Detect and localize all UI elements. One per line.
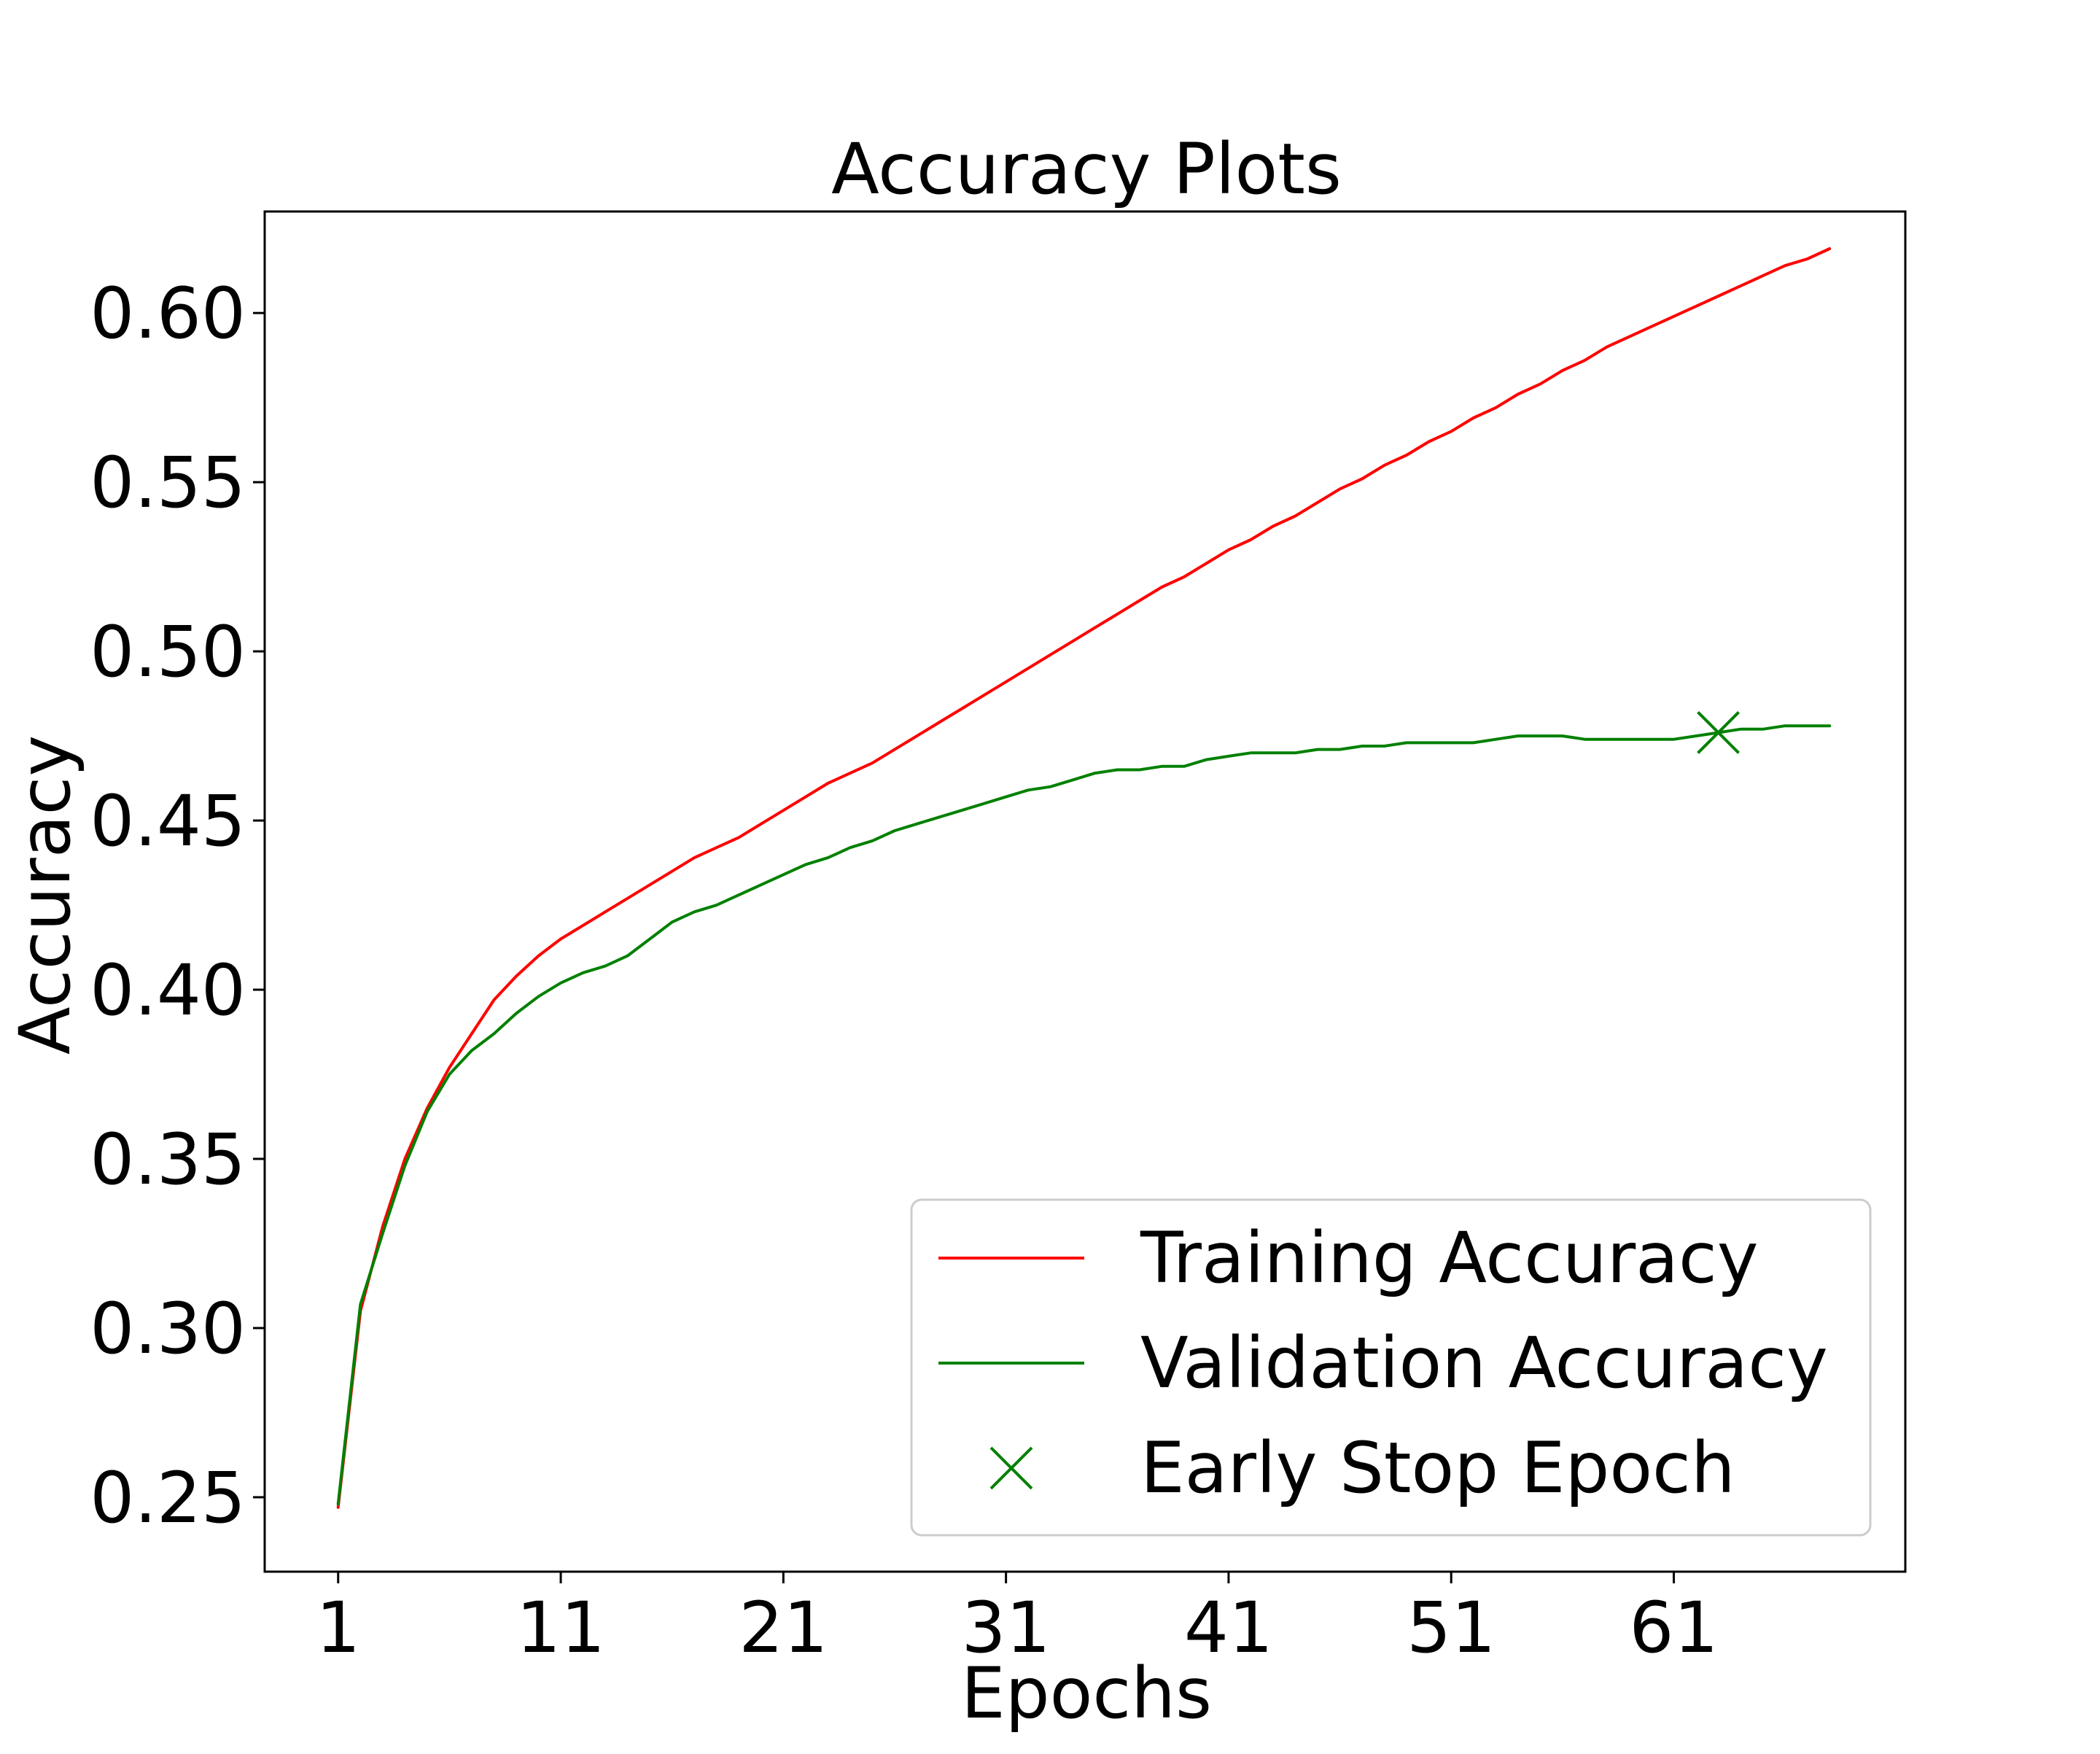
y-tick-label: 0.55 xyxy=(90,442,246,524)
y-tick-label: 0.60 xyxy=(90,273,246,354)
legend-early-stop-label: Early Stop Epoch xyxy=(1140,1427,1735,1509)
x-tick-label: 21 xyxy=(739,1587,828,1669)
y-tick-label: 0.30 xyxy=(90,1288,246,1370)
early-stop-marker xyxy=(1697,711,1740,754)
plot-area xyxy=(336,247,1832,1509)
x-tick-label: 41 xyxy=(1184,1587,1273,1669)
plot-frame xyxy=(263,210,1907,1573)
x-tick-label: 31 xyxy=(962,1587,1051,1669)
legend-training-label: Training Accuracy xyxy=(1140,1217,1759,1299)
x-tick-label: 1 xyxy=(316,1587,360,1669)
chart-title: Accuracy Plots xyxy=(831,128,1342,210)
x-tick-label: 51 xyxy=(1407,1587,1496,1669)
y-tick-label: 0.50 xyxy=(90,611,246,693)
x-axis-label: Epochs xyxy=(961,1653,1212,1734)
y-tick-label: 0.40 xyxy=(90,950,246,1031)
x-tick-label: 11 xyxy=(516,1587,605,1669)
x-axis-ticks: 1 11 21 31 41 51 61 xyxy=(316,1572,1719,1669)
series-line-validation xyxy=(336,724,1832,1506)
y-axis-ticks: 0.25 0.30 0.35 0.40 0.45 0.50 0.55 0.60 xyxy=(90,273,265,1539)
legend-x-symbol xyxy=(989,1446,1033,1490)
legend-validation-label: Validation Accuracy xyxy=(1140,1322,1828,1404)
series-line-training xyxy=(336,247,1832,1509)
x-tick-label: 61 xyxy=(1629,1587,1718,1669)
legend: Training Accuracy Validation Accuracy Ea… xyxy=(910,1198,1872,1537)
y-tick-label: 0.35 xyxy=(90,1119,246,1200)
legend-early-stop-marker xyxy=(989,1446,1033,1490)
y-tick-label: 0.25 xyxy=(90,1457,246,1539)
y-tick-label: 0.45 xyxy=(90,780,246,862)
y-axis-label: Accuracy xyxy=(4,735,86,1055)
legend-box xyxy=(910,1198,1872,1537)
